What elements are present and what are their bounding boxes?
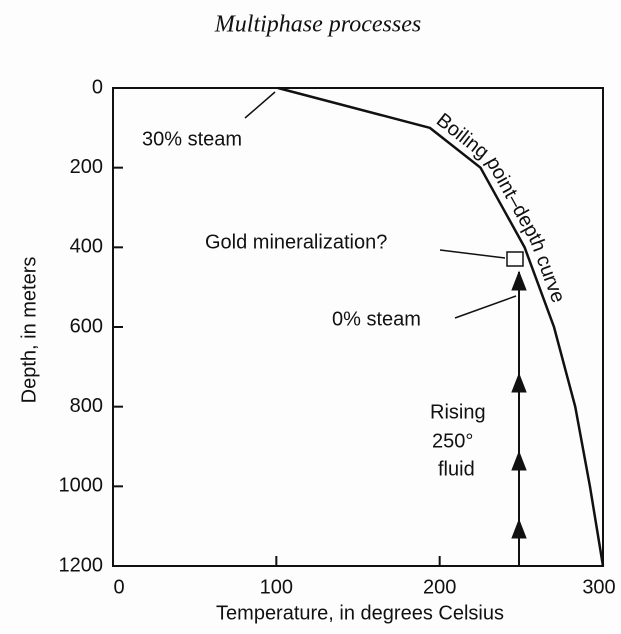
x-tick-label: 100 xyxy=(260,576,293,598)
annotation: fluid xyxy=(438,458,475,480)
annotation: 0% steam xyxy=(332,308,421,330)
y-axis-label: Depth, in meters xyxy=(18,257,40,404)
x-tick-label: 200 xyxy=(423,576,456,598)
y-tick-label: 600 xyxy=(70,315,103,337)
x-tick-label: 300 xyxy=(582,576,615,598)
mineralization-box xyxy=(506,251,524,267)
chart-title: Multiphase processes xyxy=(214,12,421,38)
y-tick-label: 800 xyxy=(70,395,103,417)
y-tick-label: 0 xyxy=(92,76,103,98)
y-tick-label: 400 xyxy=(70,236,103,258)
pointer-line xyxy=(439,249,506,259)
boiling-curve xyxy=(277,86,605,567)
annotation: 250° xyxy=(432,430,473,452)
annotation: 30% steam xyxy=(142,128,242,150)
x-tick-label: 0 xyxy=(113,576,124,598)
x-axis-label: Temperature, in degrees Celsius xyxy=(216,602,504,624)
pointer-line xyxy=(244,91,276,119)
annotation: Rising xyxy=(430,401,486,423)
y-tick-label: 200 xyxy=(70,156,103,178)
annotation: Gold mineralization? xyxy=(205,231,387,253)
rising-fluid-arrow xyxy=(511,270,527,566)
pointer-line xyxy=(454,295,517,319)
y-tick-label: 1200 xyxy=(59,554,104,576)
y-tick-label: 1000 xyxy=(59,475,104,497)
